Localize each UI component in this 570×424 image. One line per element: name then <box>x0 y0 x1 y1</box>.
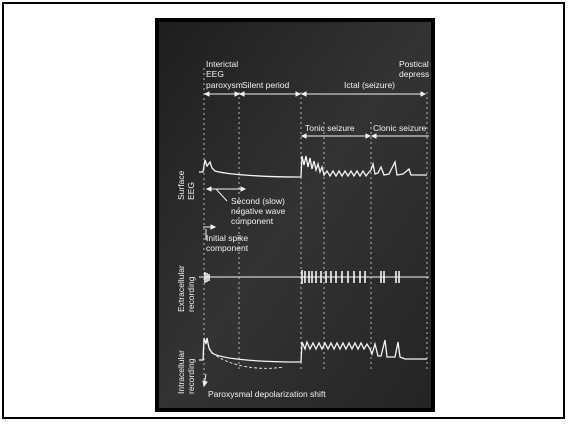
svg-text:depress: depress <box>399 69 429 79</box>
intracellular-trace <box>199 337 427 363</box>
seizure-recording-figure: Interictal EEG paroxysm Silent period Ic… <box>155 18 435 412</box>
svg-text:Intracellular: Intracellular <box>176 350 186 394</box>
surface-eeg-trace <box>199 155 427 178</box>
extracellular-spikes <box>204 270 400 284</box>
slow-wave-label-2: negative wave <box>231 206 286 216</box>
annotation-arrows <box>202 186 247 388</box>
svg-text:Surface: Surface <box>176 170 186 200</box>
svg-text:component: component <box>231 216 274 226</box>
svg-text:Clonic seizure: Clonic seizure <box>373 123 427 133</box>
ictal-label: Ictal (seizure) <box>344 80 395 90</box>
channel-labels: Surface EEG Extracellular recording Intr… <box>176 170 196 394</box>
extracellular-label-1: Extracellular <box>176 265 186 312</box>
svg-text:EEG: EEG <box>186 182 196 200</box>
svg-text:Postical: Postical <box>399 59 429 69</box>
svg-text:negative wave: negative wave <box>231 206 286 216</box>
slide-frame: Interictal EEG paroxysm Silent period Ic… <box>2 2 565 419</box>
svg-text:component: component <box>206 243 249 253</box>
svg-text:Ictal (seizure): Ictal (seizure) <box>344 80 395 90</box>
clonic-seizure-label: Clonic seizure <box>373 123 427 133</box>
svg-text:Paroxysmal depolarization shif: Paroxysmal depolarization shift <box>208 389 326 399</box>
svg-text:recording: recording <box>186 358 196 394</box>
svg-text:Second (slow): Second (slow) <box>231 196 285 206</box>
surface-eeg-label-1: Surface <box>176 170 186 200</box>
phase-labels: Interictal EEG paroxysm Silent period Ic… <box>206 59 429 133</box>
silent-period-label: Silent period <box>242 80 290 90</box>
initial-spike-label-1: Initial spike <box>206 233 248 243</box>
figure-canvas: Interictal EEG paroxysm Silent period Ic… <box>159 22 431 408</box>
interictal-label-3: paroxysm <box>206 80 243 90</box>
pds-label: Paroxysmal depolarization shift <box>208 389 326 399</box>
svg-text:Extracellular: Extracellular <box>176 265 186 312</box>
intracellular-dashed-baseline <box>208 348 285 369</box>
annotation-labels: Second (slow) negative wave component In… <box>206 196 326 399</box>
interictal-label-1: Interictal <box>206 59 238 69</box>
initial-spike-label-2: component <box>206 243 249 253</box>
tonic-seizure-label: Tonic seizure <box>305 123 355 133</box>
postictal-label-2: depress <box>399 69 429 79</box>
phase-dividers <box>203 68 428 386</box>
svg-text:paroxysm: paroxysm <box>206 80 243 90</box>
slow-wave-label-1: Second (slow) <box>231 196 285 206</box>
phase-arrows <box>203 91 429 139</box>
interictal-label-2: EEG <box>206 69 224 79</box>
svg-text:EEG: EEG <box>206 69 224 79</box>
svg-text:Tonic seizure: Tonic seizure <box>305 123 355 133</box>
intracellular-label-1: Intracellular <box>176 350 186 394</box>
svg-text:Initial spike: Initial spike <box>206 233 248 243</box>
extracellular-label-2: recording <box>186 276 196 312</box>
postictal-label-1: Postical <box>399 59 429 69</box>
surface-eeg-label-2: EEG <box>186 182 196 200</box>
slow-wave-label-3: component <box>231 216 274 226</box>
svg-text:recording: recording <box>186 276 196 312</box>
svg-text:Silent period: Silent period <box>242 80 290 90</box>
svg-text:Interictal: Interictal <box>206 59 238 69</box>
intracellular-label-2: recording <box>186 358 196 394</box>
